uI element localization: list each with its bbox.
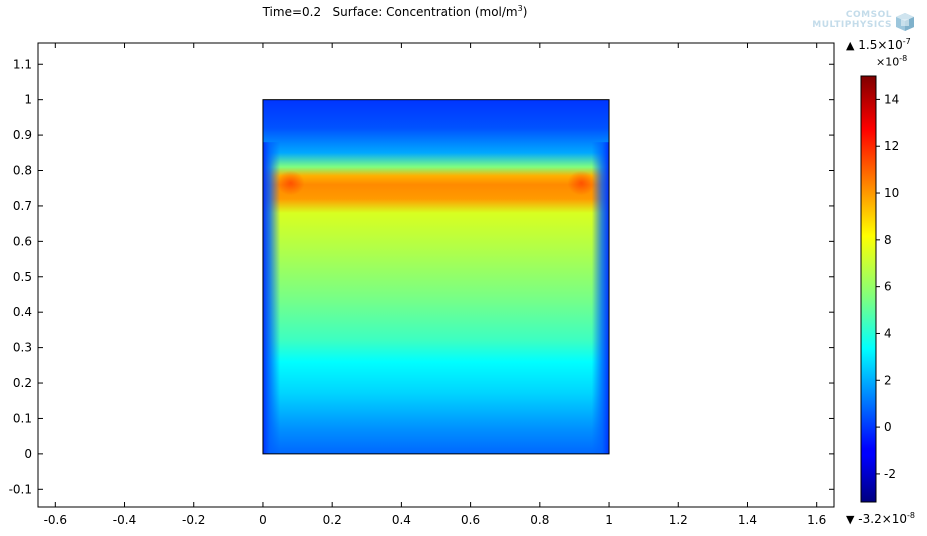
y-tick-label: 0.2 xyxy=(13,376,32,390)
y-tick-label: 0.5 xyxy=(13,270,32,284)
colorbar-tick-label: 6 xyxy=(884,280,892,294)
colorbar-tick-label: 0 xyxy=(884,420,892,434)
x-tick-label: 0.2 xyxy=(323,513,342,527)
logo-line-2: MULTIPHYSICS xyxy=(812,20,892,30)
x-tick-label: 1.6 xyxy=(807,513,826,527)
domain-outline xyxy=(262,99,610,455)
y-tick-label: 0.9 xyxy=(13,128,32,142)
colorbar-tick-label: 8 xyxy=(884,233,892,247)
y-tick-label: 0 xyxy=(24,447,32,461)
y-tick-label: -0.1 xyxy=(9,482,32,496)
y-tick-label: 0.3 xyxy=(13,341,32,355)
colorbar-tick-label: 14 xyxy=(884,92,899,106)
y-tick-label: 0.8 xyxy=(13,164,32,178)
y-tick-label: 0.4 xyxy=(13,305,32,319)
x-tick-label: 0.8 xyxy=(530,513,549,527)
logo-text: COMSOL MULTIPHYSICS xyxy=(800,10,892,30)
y-tick-label: 0.7 xyxy=(13,199,32,213)
colorbar-tick-label: 10 xyxy=(884,186,899,200)
colorbar-ticks: -2 0 2 4 6 8 10 12 14 xyxy=(876,92,899,481)
x-tick-label: 0.4 xyxy=(392,513,411,527)
y-tick-label: 0.6 xyxy=(13,234,32,248)
colorbar-tick-label: -2 xyxy=(884,467,896,481)
plot-frame xyxy=(37,42,835,508)
x-tick-label: 0 xyxy=(259,513,267,527)
field-left-edge xyxy=(262,142,281,454)
heatmap-surface xyxy=(262,99,610,455)
logo-line-1: COMSOL xyxy=(845,10,892,20)
x-tick-label: 1.2 xyxy=(669,513,688,527)
x-tick-label: 1 xyxy=(605,513,613,527)
y-tick-label: 0.1 xyxy=(13,411,32,425)
x-axis: -0.6 -0.4 -0.2 0 0.2 0.4 0.6 0.8 1 1.2 1.4 1.6 xyxy=(44,43,826,527)
colorbar xyxy=(860,75,877,503)
field-right-edge xyxy=(591,142,610,454)
field-right-hotspot xyxy=(567,170,596,196)
colorbar-tick-label: 2 xyxy=(884,373,892,387)
x-tick-label: -0.2 xyxy=(182,513,205,527)
max-triangle-icon: ▲ xyxy=(846,39,855,52)
colorbar-tick-label: 4 xyxy=(884,326,892,340)
colorbar-max-label: ▲ 1.5×10-7 xyxy=(846,37,911,52)
x-tick-label: -0.6 xyxy=(44,513,67,527)
field-left-hotspot xyxy=(276,170,305,196)
comsol-logo: COMSOL MULTIPHYSICS xyxy=(800,10,918,34)
min-triangle-icon: ▼ xyxy=(846,513,855,526)
colorbar-exponent: ×10-8 xyxy=(876,54,908,69)
x-tick-label: -0.4 xyxy=(113,513,136,527)
x-tick-label: 0.6 xyxy=(461,513,480,527)
y-tick-label: 1 xyxy=(24,93,32,107)
field-gradient xyxy=(262,99,610,454)
y-axis: -0.1 0 0.1 0.2 0.3 0.4 0.5 0.6 0.7 0.8 0.9 1 1.1 xyxy=(9,57,834,496)
y-tick-label: 1.1 xyxy=(13,57,32,71)
comsol-cube-icon xyxy=(896,13,914,31)
x-tick-label: 1.4 xyxy=(738,513,757,527)
colorbar-min-label: ▼ -3.2×10-8 xyxy=(846,511,916,526)
colorbar-tick-label: 12 xyxy=(884,139,899,153)
chart-title: Time=0.2 Surface: Concentration (mol/m3) xyxy=(262,4,528,19)
